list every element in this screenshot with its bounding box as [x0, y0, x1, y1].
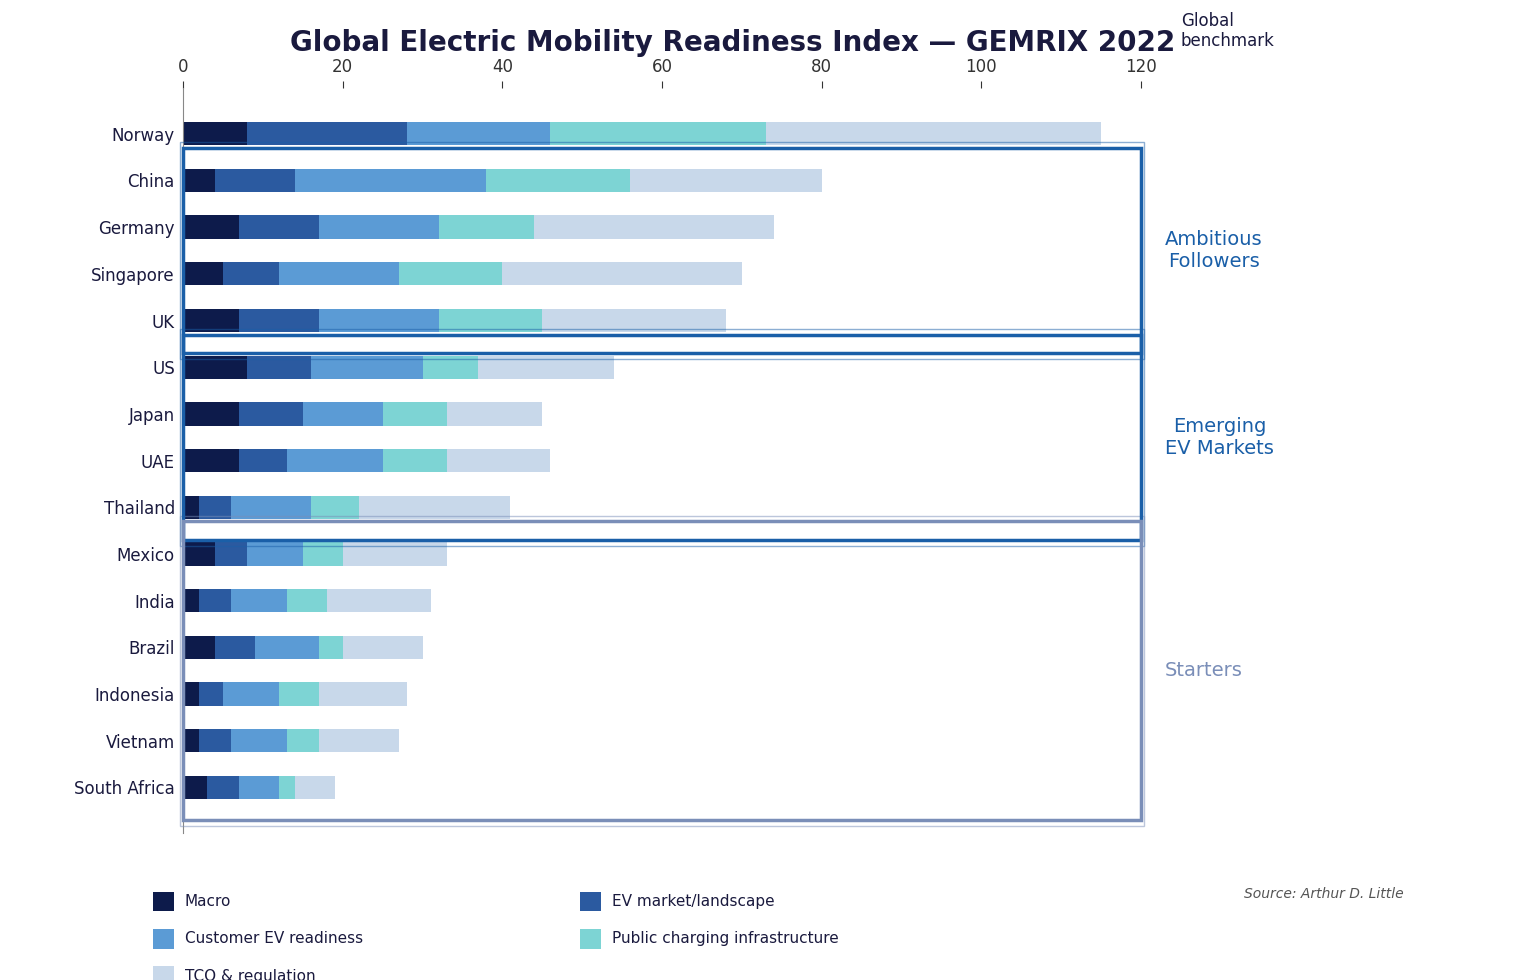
- Bar: [487, 169, 630, 192]
- Bar: [534, 216, 774, 239]
- Bar: [183, 542, 215, 565]
- Bar: [240, 776, 279, 799]
- Text: Public charging infrastructure: Public charging infrastructure: [612, 931, 839, 947]
- Bar: [183, 402, 240, 425]
- Bar: [183, 449, 240, 472]
- Bar: [319, 682, 406, 706]
- Text: Emerging
EV Markets: Emerging EV Markets: [1164, 416, 1274, 458]
- Bar: [240, 402, 302, 425]
- Bar: [230, 589, 287, 612]
- Text: Source: Arthur D. Little: Source: Arthur D. Little: [1244, 887, 1404, 901]
- Bar: [208, 776, 240, 799]
- Bar: [183, 309, 240, 332]
- Text: Starters: Starters: [1164, 662, 1242, 680]
- Bar: [343, 636, 423, 660]
- Bar: [766, 122, 1102, 145]
- Bar: [183, 496, 198, 519]
- Text: Macro: Macro: [185, 894, 230, 909]
- Bar: [240, 216, 319, 239]
- Bar: [198, 589, 230, 612]
- Bar: [438, 309, 542, 332]
- Bar: [180, 515, 1144, 826]
- Bar: [183, 148, 1141, 353]
- Bar: [287, 589, 327, 612]
- Bar: [327, 589, 430, 612]
- Bar: [302, 542, 343, 565]
- Bar: [287, 729, 319, 753]
- Bar: [383, 402, 447, 425]
- Bar: [247, 122, 406, 145]
- Bar: [215, 542, 247, 565]
- Bar: [542, 309, 726, 332]
- Bar: [183, 636, 215, 660]
- Bar: [319, 636, 343, 660]
- Bar: [255, 636, 319, 660]
- Bar: [319, 309, 438, 332]
- Bar: [359, 496, 510, 519]
- Bar: [223, 682, 279, 706]
- Bar: [180, 142, 1144, 359]
- Bar: [183, 521, 1141, 820]
- Bar: [183, 169, 215, 192]
- Bar: [279, 682, 319, 706]
- Bar: [183, 589, 198, 612]
- Bar: [479, 356, 613, 379]
- Bar: [398, 262, 502, 285]
- Bar: [183, 682, 198, 706]
- Bar: [295, 776, 334, 799]
- Bar: [230, 496, 311, 519]
- Bar: [438, 216, 534, 239]
- Bar: [423, 356, 479, 379]
- Bar: [183, 122, 247, 145]
- Text: TCO & regulation: TCO & regulation: [185, 968, 316, 980]
- Bar: [279, 262, 398, 285]
- Bar: [240, 309, 319, 332]
- Bar: [183, 334, 1141, 540]
- Bar: [240, 449, 287, 472]
- Bar: [287, 449, 383, 472]
- Bar: [180, 329, 1144, 546]
- Text: Global Electric Mobility Readiness Index — GEMRIX 2022: Global Electric Mobility Readiness Index…: [290, 29, 1175, 58]
- Text: Ambitious
Followers: Ambitious Followers: [1164, 230, 1262, 270]
- Bar: [215, 169, 295, 192]
- Bar: [630, 169, 821, 192]
- Text: Customer EV readiness: Customer EV readiness: [185, 931, 363, 947]
- Text: Global
benchmark: Global benchmark: [1181, 12, 1274, 50]
- Bar: [183, 729, 198, 753]
- Bar: [215, 636, 255, 660]
- Bar: [447, 402, 542, 425]
- Bar: [183, 776, 208, 799]
- Bar: [247, 542, 302, 565]
- Bar: [295, 169, 487, 192]
- Bar: [183, 356, 247, 379]
- Bar: [319, 216, 438, 239]
- Bar: [223, 262, 279, 285]
- Bar: [502, 262, 742, 285]
- Bar: [247, 356, 311, 379]
- Bar: [198, 496, 230, 519]
- Bar: [319, 729, 398, 753]
- Bar: [551, 122, 766, 145]
- Bar: [311, 496, 359, 519]
- Bar: [302, 402, 383, 425]
- Bar: [230, 729, 287, 753]
- Bar: [279, 776, 295, 799]
- Bar: [198, 729, 230, 753]
- Bar: [311, 356, 423, 379]
- Bar: [447, 449, 551, 472]
- Bar: [183, 262, 223, 285]
- Bar: [183, 216, 240, 239]
- Text: EV market/landscape: EV market/landscape: [612, 894, 775, 909]
- Bar: [198, 682, 223, 706]
- Bar: [406, 122, 551, 145]
- Bar: [343, 542, 447, 565]
- Bar: [383, 449, 447, 472]
